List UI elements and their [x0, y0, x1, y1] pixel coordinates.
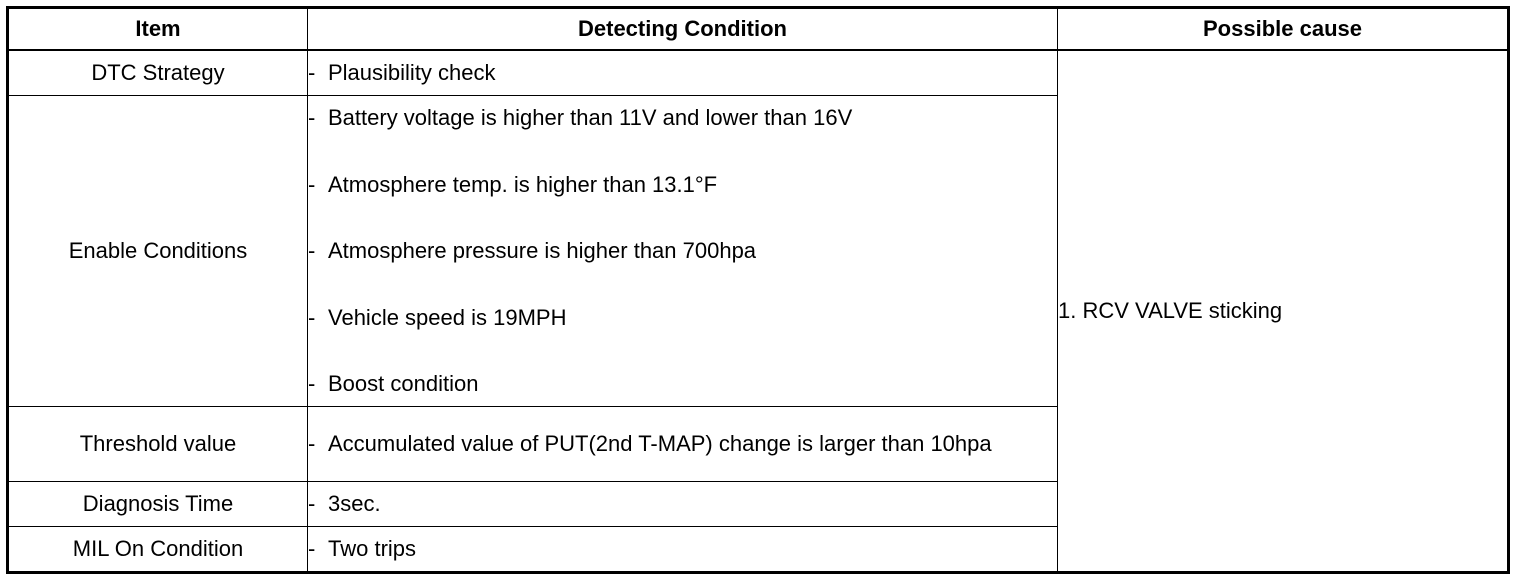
- condition-line: - Plausibility check: [308, 60, 1057, 86]
- bullet-dash: -: [308, 60, 316, 85]
- condition-line: -3sec.: [308, 491, 1057, 517]
- table-row: DTC Strategy - Plausibility check 1. RCV …: [7, 49, 1509, 573]
- condition-line: - Two trips: [308, 536, 1057, 562]
- condition-line: - Boost condition: [308, 371, 1057, 397]
- condition-text: Plausibility check: [328, 60, 496, 85]
- condition-enable-conditions: - Battery voltage is higher than 11V and …: [307, 95, 1058, 407]
- bullet-dash: -: [308, 105, 316, 130]
- condition-diagnosis-time: -3sec.: [307, 481, 1058, 527]
- item-threshold-value: Threshold value: [7, 406, 308, 482]
- bullet-dash: -: [308, 431, 316, 456]
- header-detecting-condition: Detecting Condition: [307, 7, 1058, 51]
- bullet-dash: -: [308, 304, 316, 330]
- bullet-dash: -: [308, 371, 316, 396]
- condition-text: Boost condition: [328, 371, 479, 396]
- item-diagnosis-time: Diagnosis Time: [7, 481, 308, 527]
- possible-cause-cell: 1. RCV VALVE sticking: [1057, 49, 1509, 573]
- header-item: Item: [7, 7, 308, 51]
- condition-dtc-strategy: - Plausibility check: [307, 49, 1058, 96]
- condition-text: Two trips: [328, 536, 417, 561]
- bullet-dash: -: [308, 171, 316, 197]
- bullet-dash: -: [308, 536, 316, 561]
- condition-line: - Atmosphere temp. is higher than 13.1°F: [308, 172, 1057, 239]
- condition-mil-on-condition: - Two trips: [307, 526, 1058, 573]
- item-dtc-strategy: DTC Strategy: [7, 49, 308, 96]
- condition-text: 3sec.: [328, 491, 381, 516]
- condition-threshold-value: - Accumulated value of PUT(2nd T-MAP) cha…: [307, 406, 1058, 482]
- item-enable-conditions: Enable Conditions: [7, 95, 308, 407]
- condition-text: Battery voltage is higher than 11V and l…: [328, 105, 853, 130]
- possible-cause-text: 1. RCV VALVE sticking: [1058, 298, 1283, 323]
- table-row: Enable Conditions - Battery voltage is hi…: [7, 95, 1509, 407]
- table-row: MIL On Condition - Two trips: [7, 526, 1509, 573]
- table-row: Diagnosis Time -3sec.: [7, 481, 1509, 527]
- condition-text: Atmosphere temp. is higher than 13.1°F: [328, 171, 718, 197]
- condition-line: - Accumulated value of PUT(2nd T-MAP) cha…: [308, 431, 1057, 457]
- bullet-dash: -: [308, 491, 316, 516]
- condition-text: Vehicle speed is 19MPH: [328, 304, 567, 330]
- condition-text: Accumulated value of PUT(2nd T-MAP) chan…: [328, 431, 992, 456]
- condition-line: - Atmosphere pressure is higher than 700h…: [308, 238, 1057, 305]
- bullet-dash: -: [308, 238, 316, 263]
- condition-text: Atmosphere pressure is higher than 700hp…: [328, 238, 757, 263]
- header-possible-cause: Possible cause: [1057, 7, 1509, 51]
- dtc-spec-table: Item Detecting Condition Possible cause …: [6, 6, 1510, 574]
- condition-line: - Battery voltage is higher than 11V and …: [308, 105, 1057, 172]
- table-row: Threshold value - Accumulated value of PU…: [7, 406, 1509, 482]
- header-row: Item Detecting Condition Possible cause: [7, 7, 1509, 51]
- item-mil-on-condition: MIL On Condition: [7, 526, 308, 573]
- condition-line: - Vehicle speed is 19MPH: [308, 305, 1057, 372]
